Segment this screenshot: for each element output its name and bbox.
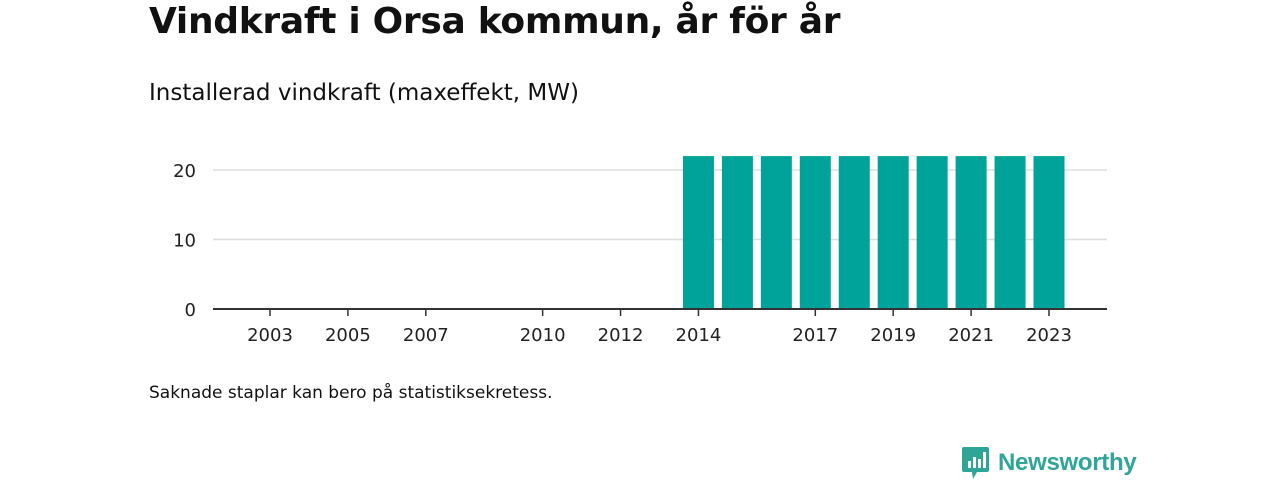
x-tick-label: 2003 (247, 325, 293, 346)
x-tick-label: 2023 (1026, 325, 1072, 346)
bar-2015 (721, 156, 753, 309)
newsworthy-logo-icon (962, 447, 989, 479)
bar-2018 (838, 156, 870, 309)
footnote: Saknade staplar kan bero på statistiksek… (149, 383, 553, 403)
bar-2019 (877, 156, 909, 309)
bar-2017 (799, 156, 831, 309)
bar-2021 (955, 156, 987, 309)
x-tick-label: 2007 (403, 325, 449, 346)
bars (682, 156, 1065, 309)
bar-2023 (1033, 156, 1065, 309)
x-tick-label: 2019 (870, 325, 916, 346)
x-tick-label: 2017 (792, 325, 838, 346)
chart-subtitle: Installerad vindkraft (maxeffekt, MW) (149, 80, 579, 106)
brand-name: Newsworthy (998, 449, 1137, 476)
x-tick-label: 2014 (676, 325, 722, 346)
y-tick-label: 10 (173, 231, 196, 252)
bar-2022 (994, 156, 1026, 309)
bar-2020 (916, 156, 948, 309)
x-tick-label: 2010 (520, 325, 566, 346)
bar-chart: 0 10 20 2003 2005 2007 2010 2012 2014 2017 2019 202… (173, 156, 1107, 346)
brand-logo: Newsworthy (961, 446, 1137, 480)
y-tick-label: 0 (185, 300, 196, 321)
axes: 0 10 20 2003 2005 2007 2010 2012 2014 2017 2019 202… (173, 161, 1107, 346)
bar-2014 (682, 156, 714, 309)
chart-title: Vindkraft i Orsa kommun, år för år (149, 1, 841, 42)
bar-2016 (760, 156, 792, 309)
x-tick-label: 2012 (598, 325, 644, 346)
x-tick-label: 2005 (325, 325, 371, 346)
x-tick-label: 2021 (948, 325, 994, 346)
y-tick-label: 20 (173, 161, 196, 182)
